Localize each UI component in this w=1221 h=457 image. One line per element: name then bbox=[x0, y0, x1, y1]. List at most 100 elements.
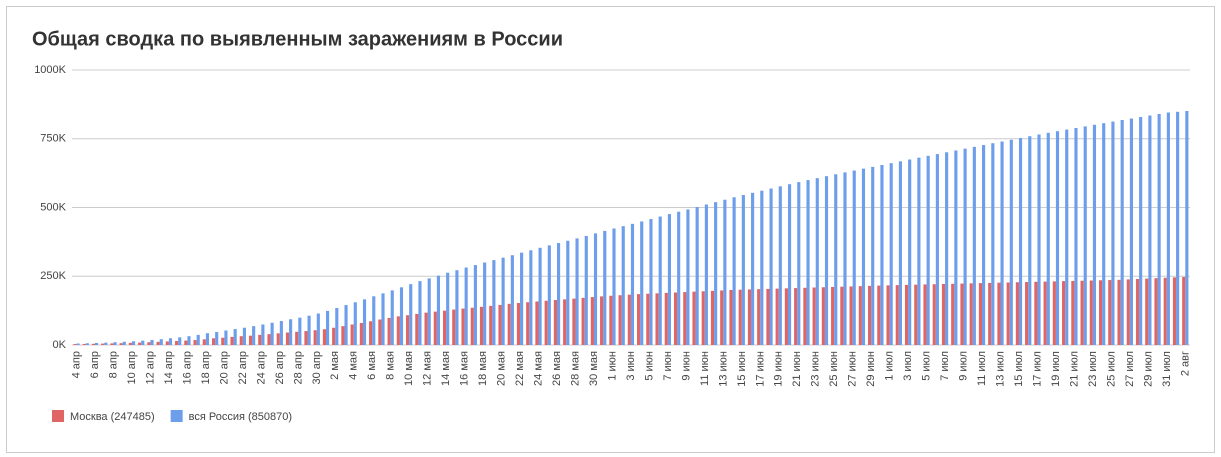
x-tick-label: 22 апр bbox=[237, 351, 249, 384]
bar bbox=[784, 288, 788, 345]
bar bbox=[852, 170, 856, 345]
bar bbox=[307, 315, 311, 345]
bar bbox=[279, 321, 283, 345]
bar bbox=[572, 298, 576, 345]
bar bbox=[1185, 111, 1189, 346]
bar bbox=[806, 180, 810, 345]
bar bbox=[704, 204, 708, 345]
bar bbox=[399, 287, 404, 345]
bar bbox=[815, 178, 819, 345]
bar bbox=[91, 343, 96, 345]
bar bbox=[258, 334, 262, 345]
bar bbox=[972, 146, 976, 345]
bar bbox=[396, 316, 400, 345]
bar bbox=[202, 339, 206, 345]
bar bbox=[982, 145, 986, 345]
bar bbox=[963, 148, 967, 345]
x-tick-label: 5 июн bbox=[643, 351, 655, 381]
bar bbox=[991, 143, 995, 345]
bar bbox=[917, 157, 921, 345]
bar bbox=[898, 161, 902, 345]
bar bbox=[193, 340, 197, 345]
x-tick-label: 19 июл bbox=[1050, 351, 1062, 387]
bar bbox=[1000, 141, 1004, 345]
bar bbox=[1052, 281, 1056, 345]
bar bbox=[766, 288, 770, 345]
bar bbox=[473, 265, 477, 345]
bar bbox=[723, 199, 727, 345]
x-tick-label: 27 июл bbox=[1124, 351, 1136, 387]
bar bbox=[332, 327, 336, 345]
x-tick-label: 28 апр bbox=[292, 351, 304, 384]
bar bbox=[556, 243, 561, 345]
bar bbox=[575, 238, 579, 345]
x-tick-label: 12 апр bbox=[144, 351, 156, 384]
bar bbox=[113, 342, 117, 345]
x-tick-label: 18 мая bbox=[477, 351, 489, 386]
x-tick-label: 17 июн bbox=[754, 351, 766, 387]
bar bbox=[76, 343, 80, 345]
bar bbox=[184, 340, 188, 345]
bar bbox=[824, 176, 829, 345]
x-tick-label: 6 мая bbox=[366, 351, 378, 380]
bar bbox=[276, 333, 280, 345]
bar bbox=[128, 342, 132, 345]
bar bbox=[667, 214, 672, 345]
bar bbox=[353, 302, 357, 345]
bar bbox=[692, 291, 696, 345]
x-tick-label: 13 июн bbox=[717, 351, 729, 387]
bar bbox=[637, 294, 641, 345]
y-tick-label: 0K bbox=[53, 339, 67, 351]
legend-swatch bbox=[52, 410, 64, 422]
bar bbox=[677, 211, 681, 345]
bar bbox=[621, 226, 625, 345]
bar bbox=[230, 336, 234, 345]
x-tick-label: 15 июл bbox=[1013, 351, 1025, 387]
bar bbox=[945, 152, 949, 345]
bar bbox=[507, 303, 511, 345]
x-tick-label: 20 апр bbox=[218, 351, 230, 384]
bar bbox=[295, 331, 299, 345]
bar bbox=[464, 267, 468, 345]
bar bbox=[1172, 277, 1177, 345]
bar bbox=[298, 317, 302, 345]
x-tick-label: 30 мая bbox=[588, 351, 600, 386]
bar bbox=[196, 334, 200, 345]
bar bbox=[664, 292, 668, 345]
bar bbox=[378, 319, 382, 345]
bar bbox=[147, 342, 151, 345]
x-tick-label: 3 июл bbox=[902, 351, 914, 381]
x-tick-label: 9 июн bbox=[680, 351, 692, 381]
bar bbox=[325, 310, 330, 345]
bar bbox=[757, 289, 761, 345]
bar bbox=[381, 293, 385, 345]
x-tick-label: 12 мая bbox=[422, 351, 434, 386]
bar bbox=[858, 286, 862, 345]
bar bbox=[926, 155, 930, 345]
x-tick-label: 2 мая bbox=[329, 351, 341, 380]
x-tick-label: 17 июл bbox=[1031, 351, 1043, 387]
x-tick-label: 29 июл bbox=[1142, 351, 1154, 387]
bar bbox=[131, 341, 136, 345]
bar bbox=[248, 335, 253, 345]
bar bbox=[316, 313, 320, 345]
bar bbox=[150, 339, 154, 345]
bar bbox=[233, 329, 237, 345]
bar bbox=[95, 342, 99, 345]
bar bbox=[908, 159, 912, 345]
bar bbox=[618, 295, 622, 345]
bar bbox=[812, 287, 816, 345]
bar bbox=[359, 322, 363, 345]
bar bbox=[612, 228, 616, 345]
chart-title: Общая сводка по выявленным заражениям в … bbox=[32, 28, 563, 50]
bar bbox=[1025, 282, 1029, 345]
bar bbox=[526, 302, 530, 345]
x-tick-label: 11 июл bbox=[976, 351, 988, 386]
bar bbox=[252, 326, 256, 345]
bar bbox=[387, 317, 391, 345]
bar bbox=[627, 294, 631, 345]
bar bbox=[1034, 281, 1038, 345]
legend-label: вся Россия (850870) bbox=[189, 411, 292, 423]
bar bbox=[714, 202, 718, 345]
